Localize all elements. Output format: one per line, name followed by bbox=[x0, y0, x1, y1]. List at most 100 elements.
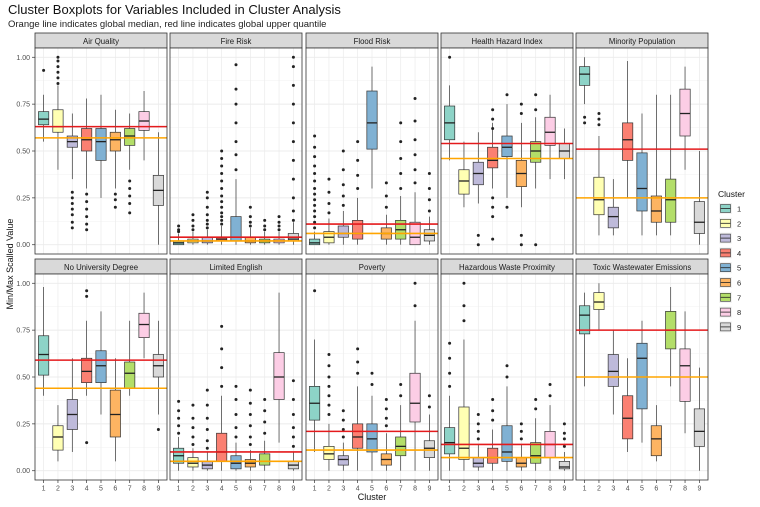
outlier-point bbox=[128, 194, 132, 198]
outlier-point bbox=[248, 388, 252, 392]
outlier-point bbox=[234, 384, 238, 388]
outlier-point bbox=[191, 426, 195, 430]
box-health-hazard-index-cluster-5 bbox=[501, 135, 513, 157]
outlier-point bbox=[505, 375, 509, 379]
outlier-point bbox=[291, 121, 295, 125]
outlier-point bbox=[277, 220, 281, 224]
outlier-point bbox=[491, 127, 495, 131]
outlier-point bbox=[248, 424, 252, 428]
legend-label-cluster-1: 1 bbox=[737, 205, 741, 214]
outlier-point bbox=[399, 382, 403, 386]
outlier-point bbox=[341, 183, 345, 187]
outlier-point bbox=[70, 226, 74, 230]
outlier-point bbox=[427, 209, 431, 213]
outlier-point bbox=[70, 220, 74, 224]
outlier-point bbox=[313, 164, 317, 168]
box-no-university-degree-cluster-8 bbox=[138, 312, 150, 338]
outlier-point bbox=[519, 112, 523, 116]
outlier-point bbox=[263, 409, 267, 413]
outlier-point bbox=[220, 366, 224, 370]
outlier-point bbox=[205, 388, 209, 392]
outlier-point bbox=[85, 294, 89, 298]
box-poverty-cluster-2 bbox=[323, 446, 335, 460]
outlier-point bbox=[476, 243, 480, 247]
y-axis-title: Min/Max Scalled Value bbox=[5, 219, 15, 310]
panel-title-health-hazard-index: Health Hazard Index bbox=[471, 37, 542, 46]
box-flood-risk-cluster-4 bbox=[352, 220, 364, 240]
outlier-point bbox=[313, 289, 317, 293]
x-tick-label: 1 bbox=[313, 486, 317, 493]
outlier-point bbox=[341, 409, 345, 413]
outlier-point bbox=[248, 205, 252, 209]
outlier-point bbox=[384, 181, 388, 185]
box-minority-population-cluster-7 bbox=[665, 178, 677, 223]
outlier-point bbox=[313, 198, 317, 202]
outlier-point bbox=[263, 218, 267, 222]
outlier-point bbox=[491, 418, 495, 422]
outlier-point bbox=[341, 194, 345, 198]
outlier-point bbox=[291, 83, 295, 87]
outlier-point bbox=[562, 431, 566, 435]
outlier-point bbox=[177, 416, 181, 420]
outlier-point bbox=[448, 55, 452, 59]
box-limited-english-cluster-8 bbox=[273, 352, 285, 400]
outlier-point bbox=[263, 397, 267, 401]
y-tick-label: 1.00 bbox=[16, 281, 30, 288]
box-minority-population-cluster-6 bbox=[650, 195, 662, 223]
outlier-point bbox=[327, 201, 331, 205]
outlier-point bbox=[220, 222, 224, 226]
panel-border-fire-risk bbox=[169, 47, 303, 255]
outlier-point bbox=[534, 243, 538, 247]
box-no-university-degree-cluster-6 bbox=[109, 389, 121, 438]
y-tick-label: 0.25 bbox=[16, 195, 30, 202]
box-minority-population-cluster-4 bbox=[622, 122, 634, 161]
x-tick-label: 5 bbox=[370, 486, 374, 493]
outlier-point bbox=[534, 93, 538, 97]
box-poverty-cluster-5 bbox=[366, 423, 378, 453]
outlier-point bbox=[491, 108, 495, 112]
outlier-point bbox=[327, 177, 331, 181]
box-toxic-wastewater-emissions-cluster-1 bbox=[579, 305, 591, 335]
outlier-point bbox=[248, 401, 252, 405]
outlier-point bbox=[399, 186, 403, 190]
legend-label-cluster-3: 3 bbox=[737, 234, 741, 243]
outlier-point bbox=[277, 228, 281, 232]
box-hazardous-waste-proximity-cluster-2 bbox=[458, 406, 470, 460]
box-no-university-degree-cluster-5 bbox=[95, 350, 107, 383]
x-tick-label: 2 bbox=[462, 486, 466, 493]
outlier-point bbox=[462, 281, 466, 285]
outlier-point bbox=[399, 121, 403, 125]
outlier-point bbox=[291, 55, 295, 59]
outlier-point bbox=[234, 87, 238, 91]
y-tick-label: 0.75 bbox=[16, 328, 30, 335]
x-tick-label: 1 bbox=[177, 486, 181, 493]
x-tick-label: 8 bbox=[413, 486, 417, 493]
outlier-point bbox=[597, 117, 601, 121]
x-tick-label: 6 bbox=[113, 486, 117, 493]
box-hazardous-waste-proximity-cluster-5 bbox=[501, 425, 513, 462]
outlier-point bbox=[384, 194, 388, 198]
outlier-point bbox=[291, 65, 295, 69]
outlier-point bbox=[205, 213, 209, 217]
outlier-point bbox=[263, 228, 267, 232]
outlier-point bbox=[220, 179, 224, 183]
outlier-point bbox=[205, 226, 209, 230]
box-toxic-wastewater-emissions-cluster-3 bbox=[607, 354, 619, 387]
box-limited-english-cluster-5 bbox=[230, 455, 242, 470]
outlier-point bbox=[277, 215, 281, 219]
outlier-point bbox=[191, 403, 195, 407]
x-tick-label: 8 bbox=[277, 486, 281, 493]
x-tick-label: 2 bbox=[191, 486, 195, 493]
outlier-point bbox=[234, 153, 238, 157]
outlier-point bbox=[313, 186, 317, 190]
outlier-point bbox=[534, 397, 538, 401]
x-tick-label: 3 bbox=[341, 486, 345, 493]
outlier-point bbox=[128, 201, 132, 205]
outlier-point bbox=[205, 222, 209, 226]
box-hazardous-waste-proximity-cluster-4 bbox=[487, 447, 499, 464]
outlier-point bbox=[85, 441, 89, 445]
outlier-point bbox=[263, 431, 267, 435]
box-minority-population-cluster-2 bbox=[593, 176, 605, 216]
outlier-point bbox=[476, 429, 480, 433]
